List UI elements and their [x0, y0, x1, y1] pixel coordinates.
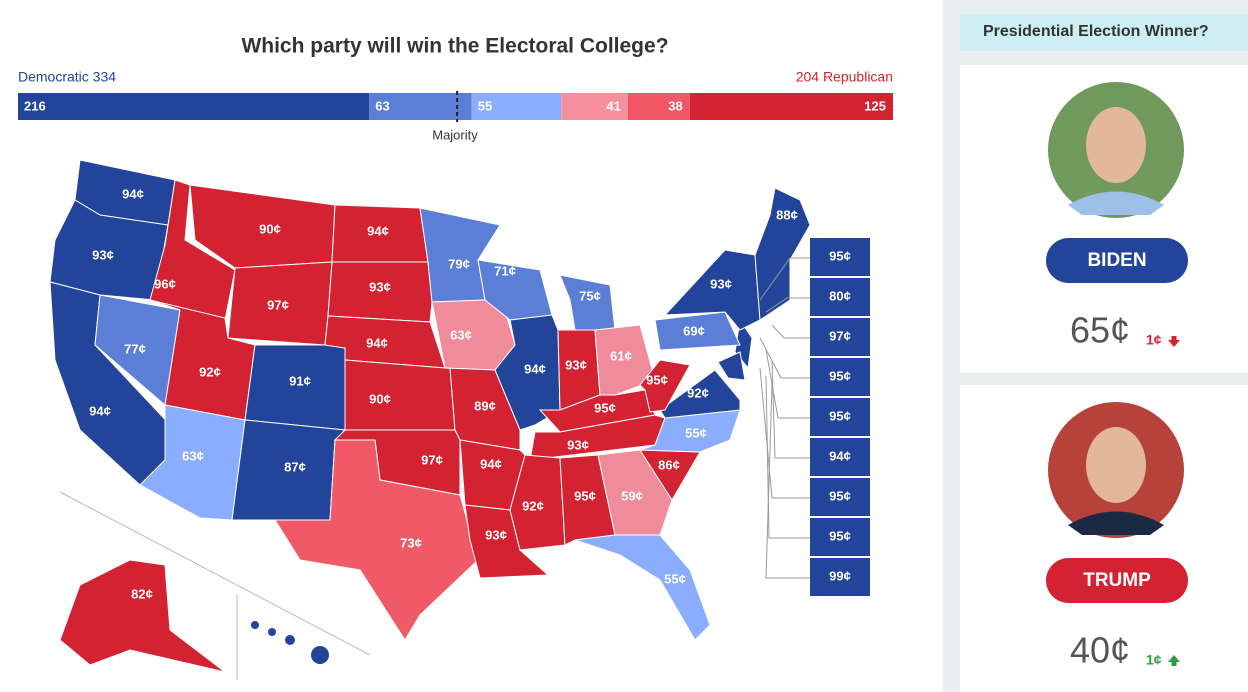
state-price: 55¢: [664, 571, 686, 586]
island: [285, 635, 295, 645]
side-price: 95¢: [829, 368, 851, 383]
state-price: 97¢: [267, 297, 289, 312]
side-price: 99¢: [829, 568, 851, 583]
island: [311, 646, 329, 664]
island: [251, 621, 259, 629]
sidebar-title: Presidential Election Winner?: [983, 23, 1209, 40]
state-price: 69¢: [683, 323, 705, 338]
state-price: 55¢: [685, 425, 707, 440]
state-price: 63¢: [182, 448, 204, 463]
candidate-name: BIDEN: [1087, 250, 1146, 271]
page: {"title": "Which party will win the Elec…: [0, 0, 1248, 692]
title: Which party will win the Electoral Colle…: [241, 35, 668, 58]
state-price: 92¢: [522, 498, 544, 513]
state-price: 59¢: [621, 488, 643, 503]
state: [345, 360, 455, 430]
electoral-bar: 216 63 55 41 38 125: [18, 91, 893, 122]
state-price: 93¢: [369, 279, 391, 294]
candidate-face: [1086, 107, 1146, 183]
side-price: 95¢: [829, 248, 851, 263]
state-price: 91¢: [289, 373, 311, 388]
candidate-price: 65¢: [1070, 310, 1130, 351]
leader-line: [766, 384, 810, 578]
state-price: 95¢: [594, 400, 616, 415]
majority-label: Majority: [432, 127, 478, 142]
state: [60, 560, 225, 672]
price-change: 1¢: [1146, 332, 1162, 348]
state-price: 96¢: [154, 276, 176, 291]
state: [718, 352, 745, 380]
state-price: 73¢: [400, 535, 422, 550]
state-price: 93¢: [565, 357, 587, 372]
democratic-total: Democratic 334: [18, 69, 116, 85]
republican-total: 204 Republican: [796, 69, 893, 85]
segment-label: 63: [375, 98, 389, 113]
segment-label: 41: [606, 98, 620, 113]
state-price: 90¢: [369, 391, 391, 406]
state-price: 97¢: [421, 452, 443, 467]
state-price: 77¢: [124, 341, 146, 356]
segment-label: 38: [668, 98, 682, 113]
leader-line: [772, 325, 810, 338]
side-price: 97¢: [829, 328, 851, 343]
state-price: 61¢: [610, 348, 632, 363]
leader-line: [766, 376, 810, 538]
state-price: 87¢: [284, 459, 306, 474]
state-price: 88¢: [776, 207, 798, 222]
state-price: 94¢: [367, 223, 389, 238]
candidate-name: TRUMP: [1083, 570, 1151, 591]
price-change: 1¢: [1146, 652, 1162, 668]
state-price: 90¢: [259, 221, 281, 236]
state-price: 93¢: [567, 437, 589, 452]
state-price: 63¢: [450, 327, 472, 342]
sidebar: Presidential Election Winner? BIDEN 65¢ 1¢…: [943, 0, 1248, 692]
side-price: 95¢: [829, 408, 851, 423]
state-price: 75¢: [579, 288, 601, 303]
state-price: 94¢: [524, 361, 546, 376]
state-price: 94¢: [122, 186, 144, 201]
screen: Which party will win the Electoral Colle…: [0, 0, 1248, 692]
state-price: 92¢: [199, 364, 221, 379]
state-price: 86¢: [658, 457, 680, 472]
side-price: 95¢: [829, 488, 851, 503]
state-price: 94¢: [366, 335, 388, 350]
leader-line: [772, 360, 810, 458]
state-price: 71¢: [494, 263, 516, 278]
state-price: 95¢: [646, 372, 668, 387]
state-price: 93¢: [485, 527, 507, 542]
state: [575, 535, 710, 640]
state-price: 93¢: [92, 247, 114, 262]
island: [268, 628, 276, 636]
state-price: 94¢: [89, 403, 111, 418]
segment-label: 55: [478, 98, 492, 113]
state-price: 95¢: [574, 488, 596, 503]
bar-segment: [18, 93, 369, 120]
side-price: 95¢: [829, 528, 851, 543]
state-price: 92¢: [687, 385, 709, 400]
state-price: 82¢: [131, 586, 153, 601]
state-price: 79¢: [448, 256, 470, 271]
state-price: 89¢: [474, 398, 496, 413]
side-price: 80¢: [829, 288, 851, 303]
state-price: 94¢: [480, 456, 502, 471]
segment-label: 125: [864, 98, 886, 113]
bar-segment: [690, 93, 893, 120]
segment-label: 216: [24, 98, 46, 113]
candidate-price: 40¢: [1070, 630, 1130, 671]
side-price: 94¢: [829, 448, 851, 463]
state-price: 93¢: [710, 276, 732, 291]
candidate-face: [1086, 427, 1146, 503]
map: 94¢ 93¢ 94¢ 77¢ 96¢ 90¢ 97¢ 92¢ 91¢ 63¢ 87¢ 94¢ 93¢ 9…: [50, 160, 870, 680]
